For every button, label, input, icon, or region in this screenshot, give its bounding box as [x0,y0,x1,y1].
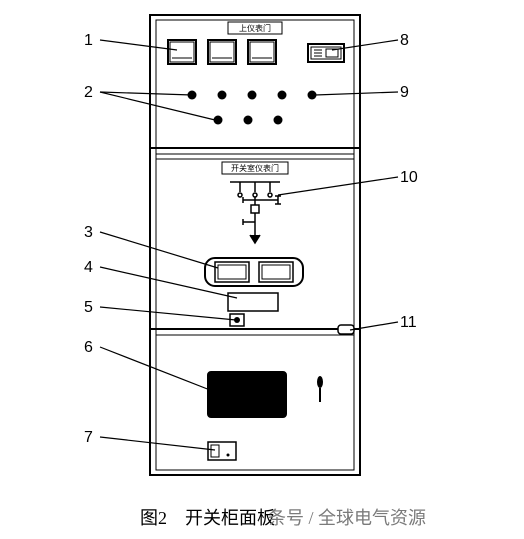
bottom-plate [208,442,236,460]
figure-caption: 图2 开关柜面板 [140,504,275,530]
nameplate [228,293,278,311]
figure-caption-overlay: 条号 / 全球电气资源 [268,504,426,530]
callout-2: 2 [84,85,93,101]
top-label-text: 上仪表门 [239,23,271,33]
cabinet-svg: 上仪表门 [0,0,524,500]
meter-group [168,40,276,64]
callout-8: 8 [400,33,409,49]
indicator-dots [188,91,317,125]
item-8-indicator [308,44,344,62]
callout-4: 4 [84,260,93,276]
mimic-diagram [230,182,281,243]
callout-5: 5 [84,300,93,316]
mid-label-text: 开关室仪表门 [231,163,279,173]
diagram-stage: 上仪表门 [0,0,524,539]
callout-10: 10 [400,170,418,186]
caption-prefix: 图2 [140,508,167,528]
caption-main: 开关柜面板 [185,508,275,528]
lower-window [208,372,286,417]
callout-9: 9 [400,85,409,101]
callout-7: 7 [84,430,93,446]
callout-6: 6 [84,340,93,356]
callout-1: 1 [84,33,93,49]
callout-11: 11 [400,315,417,331]
bottom-handle [317,376,323,402]
callout-3: 3 [84,225,93,241]
